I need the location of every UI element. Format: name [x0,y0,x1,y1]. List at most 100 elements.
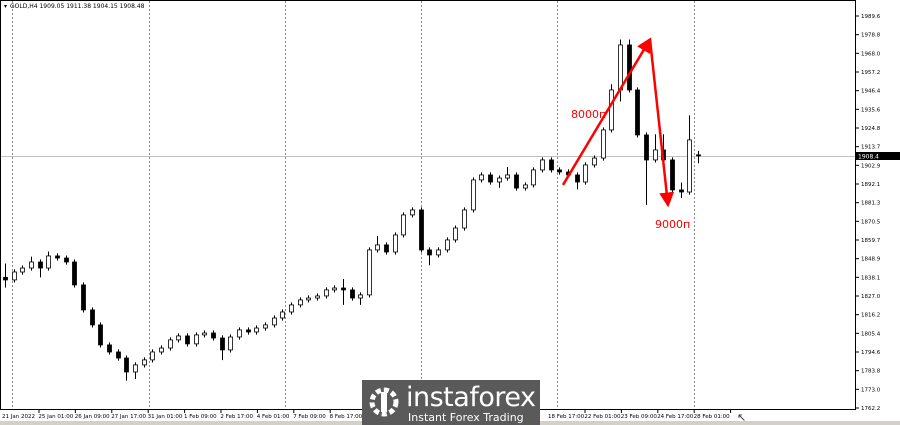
candle [133,362,138,380]
candle-body [358,294,363,299]
candle-body [375,244,380,251]
x-tick-label: 25 Jan 01:00 [38,414,73,420]
y-tick-label: 1838.1 [861,275,880,281]
current-price-box [856,152,900,160]
candle-body [635,89,640,136]
y-tick-label: 1859.7 [861,238,881,244]
candle [90,307,95,328]
candle [410,207,415,218]
x-tick-label: 18 Feb 17:00 [548,414,585,420]
y-tick-label: 1805.4 [861,331,881,337]
candle-body [427,249,432,256]
candle-body [557,169,562,173]
symbol-ohlc-text: GOLD,H4 1909.05 1911.38 1904.15 1908.48 [10,3,145,10]
candle-body [202,332,207,336]
candle-body [3,276,8,281]
candle [64,255,69,265]
mouse-cursor-icon: ↖ [737,411,747,424]
candle [462,207,467,231]
y-tick-label: 1881.3 [861,201,881,207]
candle [384,242,389,255]
candle-body [410,209,415,216]
y-tick-label: 1913.7 [861,145,881,151]
grid-lines [0,0,856,410]
price-axis[interactable]: 1989.6 1978.8 1968.0 1957.2 1946.4 1935.6 1924… [855,14,900,412]
candle-body [72,261,77,286]
y-tick-label: 1935.6 [861,107,881,113]
candle [453,225,458,243]
candle-body [298,299,303,306]
candle [514,172,519,191]
candle-body [696,154,701,157]
y-tick-label: 1762.2 [861,406,880,412]
y-tick-label: 1924.8 [861,126,881,132]
candle [38,259,43,278]
candle-body [601,129,606,159]
candle-body [55,255,60,259]
candle [436,247,441,258]
candle-body [46,255,51,269]
candle-body [176,335,181,341]
candle [315,293,320,301]
candle [375,235,380,253]
y-tick-label: 1848.9 [861,257,881,263]
candle [332,285,337,293]
candle [653,134,658,163]
candle-body [609,89,614,131]
candle-body [531,169,536,186]
candle-body [575,174,580,183]
candle [531,167,536,188]
candle-body [453,227,458,241]
candle [298,297,303,308]
candle [497,175,502,188]
candle [479,172,484,183]
candle [176,333,181,343]
candle [228,334,233,353]
candle [107,342,112,355]
candle [12,269,17,283]
candle-body [350,289,355,299]
candle [72,259,77,288]
candle-body [332,287,337,291]
candle-body [38,261,43,269]
dropdown-triangle-icon[interactable]: ▾ [4,3,8,10]
candle-body [194,334,199,345]
candle-body [618,44,623,91]
candle-body [523,184,528,189]
candle-body [393,234,398,253]
candle-body [653,149,658,161]
candle [540,157,545,173]
candle-body [583,164,588,183]
candle-body [116,351,121,359]
watermark-name: instaforex [406,382,536,413]
candle [116,349,121,361]
y-tick-label: 1892.1 [861,182,880,188]
watermark-tagline: Instant Forex Trading [408,411,524,424]
candle-body [471,179,476,211]
candle [185,333,190,347]
candle [98,322,103,348]
candle [644,132,649,205]
candle [505,167,510,181]
candle-body [419,209,424,251]
candle [627,39,632,93]
candle-body [479,174,484,181]
candle [306,295,311,303]
x-tick-label: 27 Jan 17:00 [111,414,146,420]
candle-body [228,336,233,351]
x-tick-label: 31 Jan 01:00 [148,414,183,420]
candle [142,357,147,368]
candle [358,292,363,305]
candle [3,263,8,288]
x-tick-label: 26 Jan 09:00 [75,414,110,420]
candle-body [445,239,450,251]
candles [3,39,701,381]
candle-body [20,267,25,273]
candle-body [644,134,649,161]
candle [367,247,372,298]
candle [427,247,432,266]
x-tick-label: 23 Feb 09:00 [621,414,658,420]
candle [211,330,216,341]
candle-body [549,159,554,171]
